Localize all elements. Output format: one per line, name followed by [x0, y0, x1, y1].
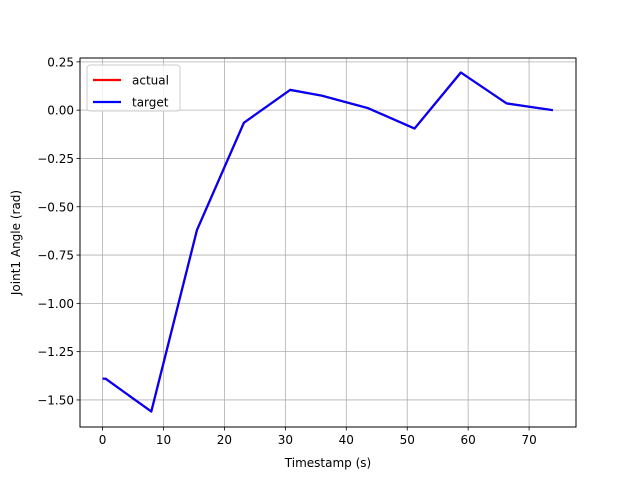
axis-ticks: 0 10 20 30 40 50 60 70 0.25 0.00 −0.25 −0.50 −0.75 −1…: [37, 55, 537, 447]
y-tick-label: −0.75: [37, 249, 74, 263]
x-tick-label: 60: [461, 433, 476, 447]
y-tick-label: −1.00: [37, 297, 74, 311]
y-tick-label: 0.00: [47, 104, 74, 118]
grid-lines: [80, 58, 576, 427]
x-tick-label: 0: [99, 433, 107, 447]
y-tick-label: −1.25: [37, 345, 74, 359]
legend: actual target: [86, 64, 181, 112]
x-tick-label: 70: [521, 433, 536, 447]
x-axis-label: Timestamp (s): [284, 456, 371, 470]
legend-label: actual: [132, 74, 169, 88]
y-tick-label: −0.50: [37, 200, 74, 214]
x-tick-label: 40: [339, 433, 354, 447]
series-lines: [102, 71, 554, 413]
y-tick-label: −0.25: [37, 152, 74, 166]
x-tick-label: 20: [217, 433, 232, 447]
x-tick-label: 50: [400, 433, 415, 447]
y-axis-label: Joint1 Angle (rad): [9, 190, 23, 296]
y-tick-label: 0.25: [47, 55, 74, 69]
legend-label: target: [132, 96, 169, 110]
legend-box: [86, 64, 181, 112]
plot-frame: [79, 57, 577, 428]
series-line-target: [102, 71, 554, 413]
x-tick-label: 10: [156, 433, 171, 447]
y-tick-label: −1.50: [37, 393, 74, 407]
x-tick-label: 30: [278, 433, 293, 447]
